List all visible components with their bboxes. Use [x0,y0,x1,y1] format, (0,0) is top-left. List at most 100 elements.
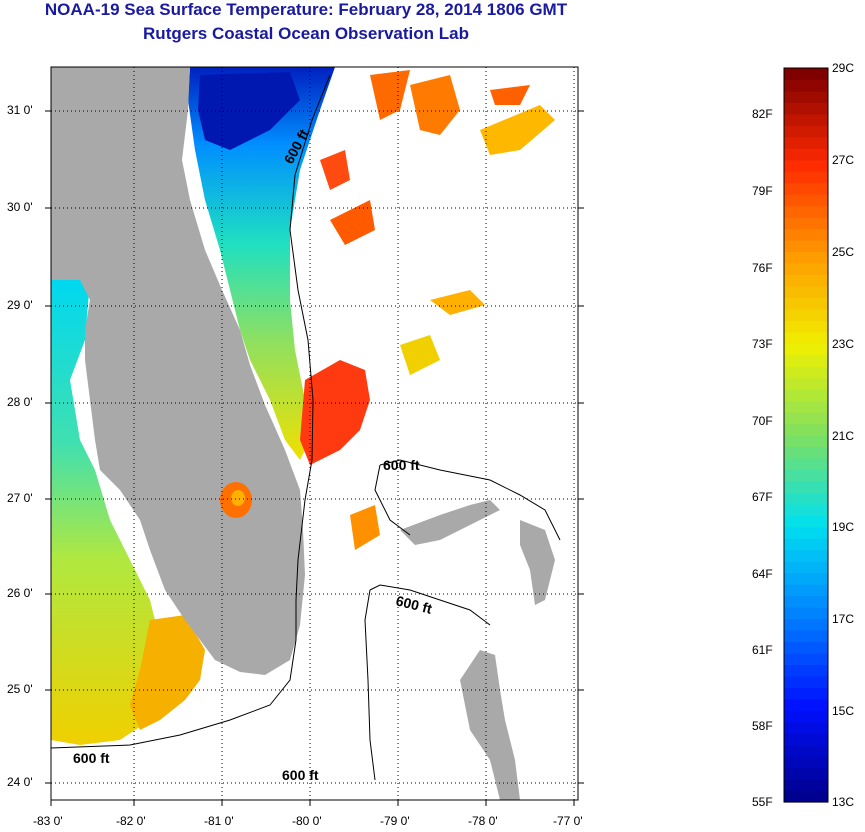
colorbar-band [784,113,828,126]
colorbar-f-label: 79F [752,184,773,198]
colorbar-band [784,308,828,321]
andros [460,650,520,800]
lon-label: -80 0' [292,814,322,828]
colorbar-band [784,687,828,700]
colorbar-band [784,228,828,241]
colorbar-band [784,171,828,184]
colorbar-band [784,366,828,379]
colorbar-band [784,629,828,643]
colorbar-band [784,136,828,149]
colorbar-band [784,538,828,551]
lat-label: 31 0' [7,103,33,117]
lon-label: -78 0' [468,814,498,828]
colorbar-f-label: 61F [752,643,773,657]
gulf-stream-patch-2 [410,75,460,135]
colorbar-band [784,561,828,574]
colorbar-band [784,664,828,677]
colorbar-band [784,251,828,264]
colorbar-band [784,607,828,620]
colorbar-band [784,618,828,631]
colorbar-band [784,756,828,769]
colorbar-band [784,435,828,448]
gulf-stream-patch-4 [370,70,410,120]
colorbar-band [784,274,828,287]
colorbar-band [784,182,828,195]
colorbar-c-label: 21C [832,429,855,443]
lake-center [231,490,245,506]
colorbar-band [784,423,828,436]
colorbar-c-label: 25C [832,245,855,259]
lon-label: -83 0' [33,814,63,828]
colorbar-c-label: 23C [832,337,855,351]
florida-land [51,67,305,675]
gulf-stream-patch-1 [300,360,370,465]
colorbar-band [784,480,828,493]
gulf-stream-patch-9 [490,85,530,105]
colorbar-band [784,733,828,746]
lat-label: 29 0' [7,298,33,312]
colorbar-c-label: 15C [832,704,855,718]
colorbar-band [784,331,828,344]
colorbar-band [784,675,828,688]
gulf-stream-patch-8 [400,335,440,375]
abaco [520,520,555,605]
gulf-stream-patch-3 [480,105,555,155]
contour-label: 600 ft [383,457,420,473]
colorbar-band [784,492,828,505]
colorbar-band [784,79,828,92]
lat-label: 25 0' [7,682,33,696]
colorbar-f-label: 58F [752,719,773,733]
gulf-sst-field [51,280,180,745]
grand-bahama [400,500,500,545]
colorbar-band [784,584,828,597]
colorbar-band [784,710,828,723]
colorbar-band [784,285,828,298]
colorbar-c-label: 27C [832,153,855,167]
colorbar-band [784,125,828,138]
colorbar-band [784,159,828,172]
map-subtitle: Rutgers Coastal Ocean Observation Lab [143,24,469,43]
colorbar-band [784,526,828,539]
colorbar-band [784,767,828,780]
map-frame [50,66,579,801]
map-title: NOAA-19 Sea Surface Temperature: Februar… [44,0,568,19]
lat-label: 27 0' [7,491,33,505]
colorbar-band [784,354,828,367]
colorbar-band [784,515,828,528]
lon-label: -82 0' [116,814,146,828]
colorbar-f-label: 64F [752,567,773,581]
colorbar-band [784,446,828,459]
colorbar-band [784,698,828,711]
colorbar-band [784,240,828,253]
colorbar-band [784,400,828,413]
lat-label: 26 0' [7,586,33,600]
colorbar-f-label: 73F [752,337,773,351]
lat-label: 30 0' [7,200,33,214]
colorbar-band [784,90,828,104]
colorbar-f-label: 82F [752,107,773,121]
cold-core [198,72,300,150]
lon-label: -79 0' [380,814,410,828]
colorbar-band [784,194,828,207]
lon-label: -81 0' [204,814,234,828]
south-patch [350,505,380,550]
colorbar-band [784,297,828,310]
colorbar-band [784,457,828,471]
colorbar-band [784,205,828,218]
contour-label: 600 ft [73,750,110,766]
colorbar-band [784,217,828,230]
colorbar-band [784,343,828,356]
colorbar-band [784,389,828,402]
colorbar-band [784,469,828,482]
contour-label: 600 ft [282,767,319,783]
colorbar-band [784,102,828,115]
keys-warm-water [130,615,205,730]
colorbar-c-label: 29C [832,61,855,75]
gulf-stream-patch-5 [320,150,350,190]
colorbar-f-label: 76F [752,261,773,275]
colorbar-c-label: 13C [832,795,855,809]
colorbar-band [784,641,828,654]
colorbar-band [784,320,828,333]
colorbar-band [784,572,828,585]
